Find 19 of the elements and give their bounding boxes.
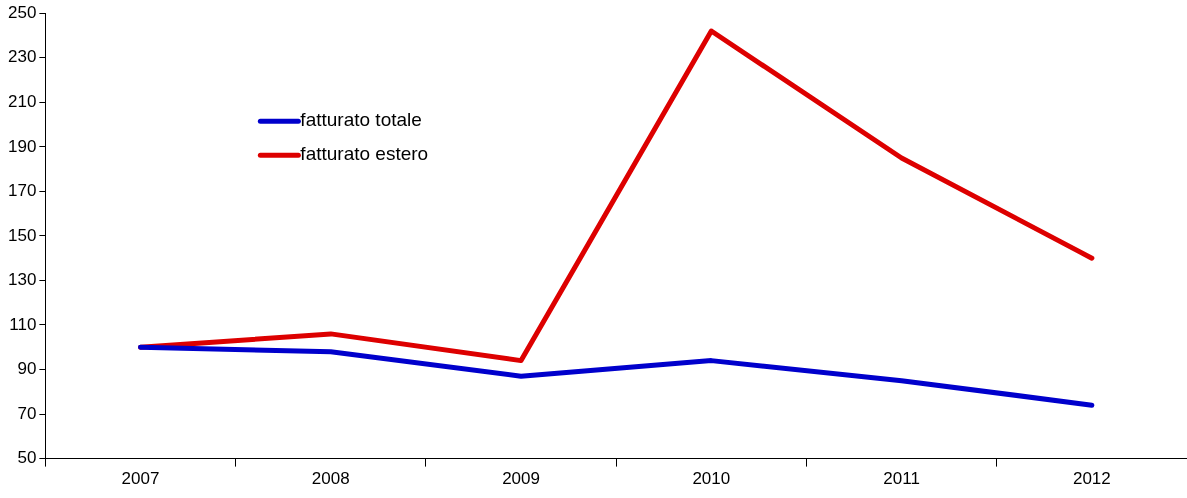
x-tick-label: 2008: [311, 469, 350, 489]
y-tick-label: 130: [7, 270, 37, 290]
legend-label: fatturato totale: [300, 109, 422, 131]
x-tick-label: 2011: [883, 469, 920, 489]
y-tick-label: 90: [17, 359, 37, 379]
x-tick-label: 2012: [1072, 469, 1111, 489]
y-tick-label: 150: [7, 225, 37, 245]
y-tick-label: 110: [9, 314, 37, 334]
y-tick-label: 50: [17, 448, 37, 468]
y-tick-label: 210: [7, 91, 37, 111]
y-tick-label: 230: [7, 47, 37, 67]
y-tick-label: 170: [7, 181, 37, 201]
x-tick-label: 2007: [121, 469, 160, 489]
y-tick-label: 70: [17, 403, 37, 423]
y-tick-label: 250: [7, 2, 37, 22]
x-tick-label: 2010: [692, 469, 731, 489]
x-tick-label: 2009: [502, 469, 540, 489]
y-tick-label: 190: [7, 136, 37, 156]
legend-label: fatturato estero: [300, 143, 429, 165]
